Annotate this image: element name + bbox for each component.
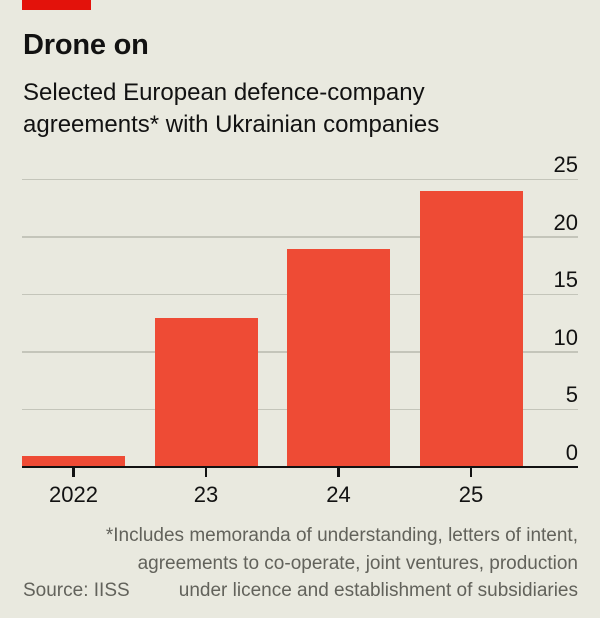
footnote: *Includes memoranda of understanding, le… bbox=[18, 522, 578, 605]
y-tick-label-15: 15 bbox=[553, 267, 578, 292]
bar-24 bbox=[287, 248, 390, 466]
y-tick-label-25: 25 bbox=[553, 152, 578, 177]
x-tick-mark-25 bbox=[469, 467, 473, 477]
x-tick-mark-24 bbox=[337, 467, 340, 477]
bar-25 bbox=[419, 191, 523, 466]
y-tick-label-20: 20 bbox=[553, 209, 578, 235]
footnote-line-1: *Includes memoranda of understanding, le… bbox=[105, 525, 578, 546]
footnote-line-2: agreements to co-operate, joint ventures… bbox=[137, 552, 578, 574]
footnote-line-3: under licence and establishment of subsi… bbox=[178, 580, 578, 601]
gridline-20 bbox=[22, 236, 578, 238]
bar-2022 bbox=[22, 455, 125, 466]
source-label: Source: IISS bbox=[23, 580, 130, 601]
chart-subtitle-line-2: agreements* with Ukrainian companies bbox=[23, 111, 440, 138]
gridline-25 bbox=[22, 178, 578, 181]
x-tick-mark-2022 bbox=[72, 467, 75, 477]
x-tick-label-23: 23 bbox=[193, 482, 219, 507]
x-tick-mark-23 bbox=[204, 467, 208, 477]
chart-subtitle: Selected European defence-company agreem… bbox=[23, 77, 439, 141]
brand-tab bbox=[22, 0, 91, 10]
x-tick-label-2022: 2022 bbox=[49, 482, 98, 507]
y-tick-label-0: 0 bbox=[565, 439, 578, 465]
chart-subtitle-line-1: Selected European defence-company bbox=[23, 79, 425, 106]
x-tick-label-24: 24 bbox=[326, 482, 351, 507]
x-axis-line bbox=[22, 465, 578, 469]
y-tick-label-5: 5 bbox=[565, 382, 578, 407]
chart-title: Drone on bbox=[23, 29, 149, 61]
bar-23 bbox=[154, 317, 258, 466]
y-tick-label-10: 10 bbox=[553, 324, 578, 350]
x-tick-label-25: 25 bbox=[458, 482, 484, 507]
